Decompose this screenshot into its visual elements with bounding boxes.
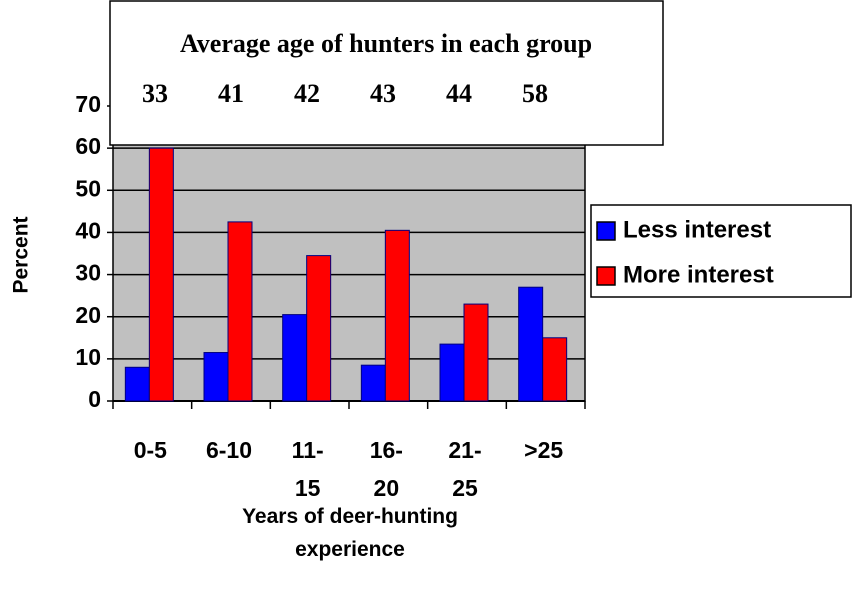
x-tick-label: >25 bbox=[524, 437, 563, 463]
x-tick-label: 6-10 bbox=[206, 437, 252, 463]
x-tick-label: 21-25 bbox=[448, 437, 481, 501]
legend-swatch bbox=[596, 221, 616, 241]
y-tick-label: 50 bbox=[75, 175, 101, 201]
y-tick-label: 0 bbox=[88, 386, 101, 412]
annotation-value: 43 bbox=[370, 79, 396, 108]
annotation-box bbox=[109, 0, 664, 146]
legend-label: More interest bbox=[623, 261, 774, 288]
y-tick-label: 10 bbox=[75, 344, 101, 370]
y-tick-label: 30 bbox=[75, 260, 101, 286]
legend-box bbox=[590, 204, 852, 298]
y-axis-label: Percent bbox=[10, 216, 33, 293]
annotation-value: 44 bbox=[446, 79, 472, 108]
bar bbox=[124, 366, 150, 402]
annotation-title: Average age of hunters in each group bbox=[180, 29, 592, 58]
plot-area bbox=[112, 105, 586, 402]
y-tick-label: 20 bbox=[75, 302, 101, 328]
y-tick-label: 60 bbox=[75, 133, 101, 159]
bar bbox=[227, 221, 253, 402]
legend-swatch bbox=[596, 266, 616, 286]
annotation-value: 33 bbox=[142, 79, 168, 108]
bar bbox=[306, 255, 332, 402]
y-tick-label: 40 bbox=[75, 218, 101, 244]
bar bbox=[148, 147, 174, 402]
bar bbox=[542, 337, 568, 402]
annotation-value: 58 bbox=[522, 79, 548, 108]
legend-label: Less interest bbox=[623, 216, 771, 243]
annotation-value: 41 bbox=[218, 79, 244, 108]
x-axis-label: Years of deer-hunting experience bbox=[242, 505, 458, 561]
x-tick-label: 16-20 bbox=[370, 437, 403, 501]
bar bbox=[203, 352, 229, 402]
bar bbox=[518, 286, 544, 402]
bar bbox=[360, 364, 386, 402]
bar bbox=[282, 314, 308, 402]
annotation-value: 42 bbox=[294, 79, 320, 108]
bar bbox=[463, 303, 489, 402]
x-tick-label: 11-15 bbox=[292, 437, 324, 501]
x-tick-label: 0-5 bbox=[134, 437, 167, 463]
y-tick-label: 70 bbox=[75, 91, 101, 117]
bar bbox=[439, 343, 465, 402]
bar bbox=[384, 229, 410, 402]
